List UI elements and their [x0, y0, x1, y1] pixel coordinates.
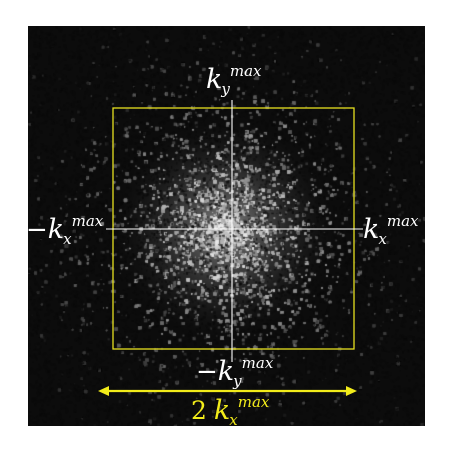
label-right-kx-max: kxmax [363, 212, 419, 248]
label-bottom-neg-ky-max: −kymax [196, 354, 274, 390]
kspace-figure: kymax −kymax −kxmax kxmax [28, 26, 425, 426]
label-top-ky-max: kymax [206, 62, 262, 98]
kspace-speckle-image [28, 26, 425, 426]
label-left-neg-kx-max: −kxmax [28, 212, 104, 248]
label-width-2kx-max: 2 kxmax [191, 393, 270, 429]
kspace-overlay [106, 100, 363, 362]
